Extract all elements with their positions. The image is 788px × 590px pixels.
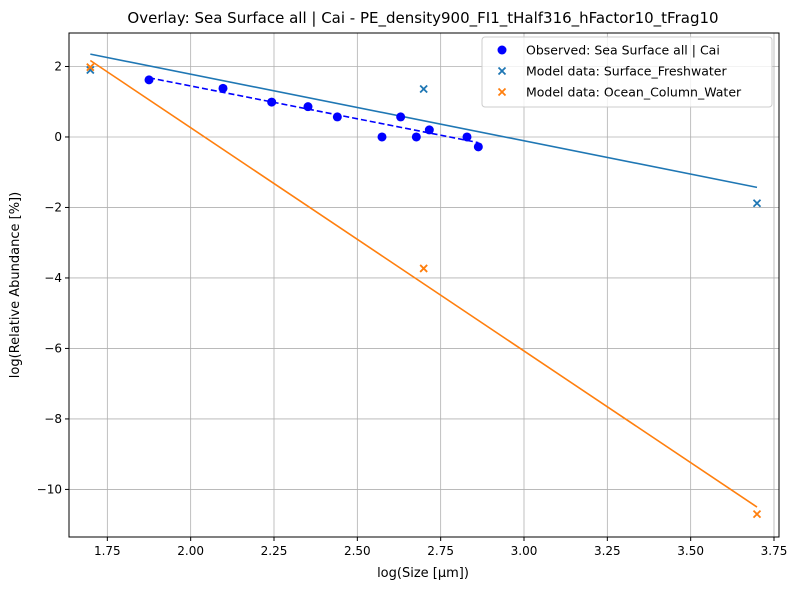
model-point (86, 63, 95, 72)
observed-point (218, 83, 228, 93)
observed-point (377, 132, 387, 142)
model-point (86, 65, 95, 75)
fit-line (90, 53, 758, 189)
legend-marker (497, 45, 507, 55)
y-tick-label: 2 (54, 59, 62, 73)
legend-marker (497, 87, 507, 97)
observed-point (396, 112, 406, 122)
model-point (419, 264, 428, 273)
x-tick-label: 2.75 (427, 544, 454, 558)
observed-point (411, 132, 421, 142)
x-tick-label: 2.00 (177, 544, 204, 558)
x-tick-label: 3.75 (761, 544, 788, 558)
observed-point (267, 97, 277, 107)
x-tick-label: 3.00 (511, 544, 538, 558)
y-tick-label: −4 (44, 271, 62, 285)
fit-line (148, 76, 479, 144)
y-ticks: 2 0 −2 −4 −6 −8 −10 (37, 59, 69, 496)
x-ticks: 1.75 2.00 2.25 2.50 2.75 3.00 3.25 3.50 3.75 (94, 537, 787, 558)
x-tick-label: 3.50 (677, 544, 704, 558)
observed-point (144, 75, 154, 85)
model-point (419, 84, 428, 94)
plot-frame (68, 32, 780, 538)
observed-point (424, 125, 434, 135)
y-tick-label: −10 (37, 482, 62, 496)
model-point (752, 509, 762, 519)
x-axis-label: log(Size [μm]) (377, 566, 469, 581)
observed-point (332, 112, 342, 122)
chart-title: Overlay: Sea Surface all | Cai - PE_dens… (127, 9, 718, 28)
y-tick-label: 0 (54, 130, 62, 144)
y-axis-label: log(Relative Abundance [%]) (8, 192, 23, 378)
y-tick-label: −8 (44, 412, 62, 426)
x-tick-label: 3.25 (594, 544, 621, 558)
model-point (752, 199, 762, 208)
legend-marker (497, 66, 507, 76)
observed-point (473, 142, 483, 152)
y-tick-label: −2 (44, 200, 62, 214)
observed-point (303, 102, 313, 112)
fit-line (89, 59, 758, 508)
x-tick-label: 1.75 (94, 544, 121, 558)
legend: Observed: Sea Surface all | Cai Model dat… (481, 36, 773, 108)
x-tick-label: 2.50 (344, 544, 371, 558)
fit-lines (89, 53, 758, 508)
y-tick-label: −6 (44, 341, 62, 355)
legend-label: Observed: Sea Surface all | Cai (526, 43, 720, 58)
legend-label: Model data: Surface_Freshwater (526, 64, 727, 79)
legend-box (481, 36, 773, 108)
observed-point (462, 132, 472, 142)
x-tick-label: 2.25 (261, 544, 288, 558)
data-points (86, 63, 762, 519)
legend-label: Model data: Ocean_Column_Water (526, 85, 742, 100)
